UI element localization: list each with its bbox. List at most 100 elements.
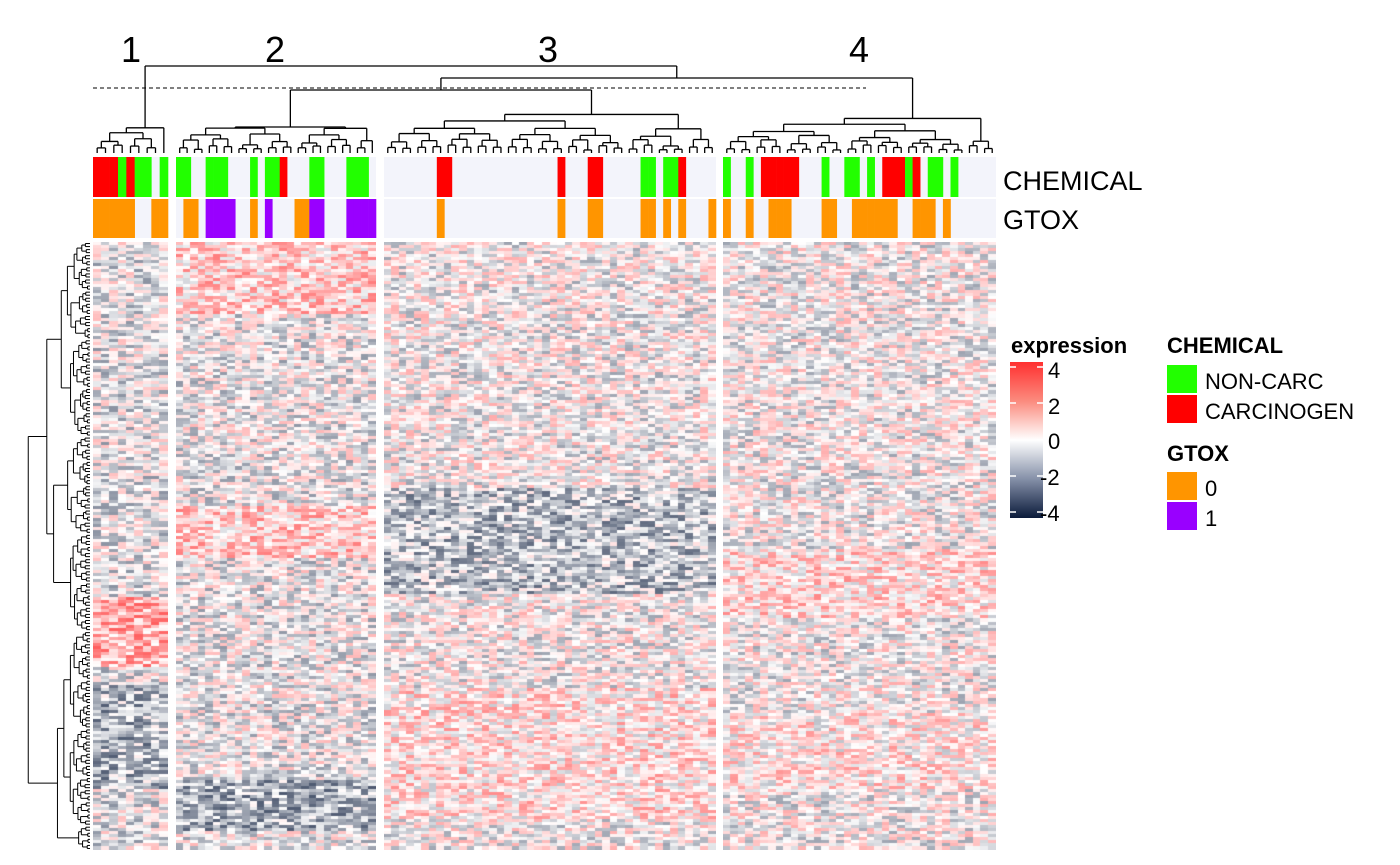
chemical-cell [640,157,649,197]
chemical-cell [220,157,229,197]
chemical-legend-label-carcinogen: CARCINOGEN [1205,399,1354,424]
gtox-cell [205,199,214,238]
expression-legend: expression 4 2 0 -2 -4 [1010,333,1127,526]
chemical-cell [882,157,891,197]
gtox-cell [678,199,687,238]
gtox-cell [93,199,102,238]
track-label-gtox: GTOX [1003,205,1079,235]
gtox-legend-swatch-1 [1167,502,1197,530]
chemical-cell [436,157,445,197]
gtox-cell [250,199,258,238]
gtox-cell [101,199,110,238]
gtox-cell [557,199,566,238]
chemical-cell [143,157,152,197]
chemical-cell [821,157,830,197]
chemical-cell [118,157,127,197]
chemical-cell [109,157,119,197]
chemical-cell [176,157,184,197]
gtox-cell [118,199,127,238]
chemical-cell [867,157,875,197]
gtox-cell [190,199,199,238]
gtox-cell [640,199,649,238]
gtox-cell [851,199,860,238]
gtox-cell [301,199,310,238]
cluster-label-1: 1 [121,29,141,70]
gtox-cell [723,199,731,238]
expression-tick-0: 0 [1048,429,1060,454]
chemical-cell [648,157,656,197]
annotation-tracks [93,157,996,238]
gtox-cell [587,199,596,238]
gtox-cell [109,199,119,238]
heatmap-cluster-4 [723,242,996,850]
heatmap-cluster-3 [384,242,716,850]
chemical-cell [264,157,273,197]
gtox-cell [874,199,883,238]
gtox-legend-label-0: 0 [1205,476,1217,501]
gtox-legend-swatch-0 [1167,472,1197,500]
chemical-cell [905,157,913,197]
expression-tick-2: 2 [1048,394,1060,419]
cluster-label-3: 3 [538,29,558,70]
gtox-cell [264,199,273,238]
chemical-cell [250,157,258,197]
chemical-cell [670,157,679,197]
gtox-cell [361,199,369,238]
gtox-cell [663,199,672,238]
gtox-legend: GTOX 0 1 [1167,441,1229,531]
chemical-legend-title: CHEMICAL [1167,333,1283,358]
chemical-cell [93,157,102,197]
chemical-cell [279,157,288,197]
track-labels: CHEMICAL GTOX [1003,166,1143,235]
gtox-cell [151,199,160,238]
chemical-legend-swatch-noncarc [1167,365,1197,393]
gtox-cell [942,199,951,238]
chemical-cell [587,157,596,197]
heatmap-cluster-2 [176,242,376,850]
gtox-cell [783,199,792,238]
chemical-cell [783,157,792,197]
gtox-cell [776,199,784,238]
gtox-cell [183,199,192,238]
chemical-cell [213,157,221,197]
gtox-cell [821,199,830,238]
chemical-legend-swatch-carcinogen [1167,395,1197,423]
gtox-legend-title: GTOX [1167,441,1229,466]
chemical-cell [760,157,769,197]
chemical-cell [159,157,169,197]
gtox-cell [595,199,604,238]
gtox-cell [294,199,303,238]
chemical-cell [723,157,731,197]
gtox-cell [353,199,362,238]
chemical-cell [346,157,355,197]
chemical-cell [768,157,777,197]
chemical-cell [183,157,192,197]
chemical-cell [935,157,944,197]
chemical-cell [927,157,936,197]
expression-legend-title: expression [1011,333,1127,358]
gtox-cell [889,199,898,238]
cluster-label-4: 4 [849,29,869,70]
chemical-cell [897,157,906,197]
cluster-labels: 1 2 3 4 [121,29,869,70]
chemical-legend: CHEMICAL NON-CARC CARCINOGEN [1167,333,1354,424]
chemical-cell [889,157,898,197]
gtox-legend-label-1: 1 [1205,506,1217,531]
expression-ticks [1010,366,1043,513]
gtox-cell [882,199,891,238]
expression-tick-neg4: -4 [1040,501,1060,526]
chemical-cell [272,157,281,197]
gtox-cell [213,199,221,238]
gtox-cell [436,199,445,238]
gtox-cell [859,199,868,238]
gtox-cell [708,199,717,238]
gtox-cell [912,199,921,238]
gtox-cell [745,199,754,238]
gtox-cell [316,199,325,238]
chemical-cell [316,157,325,197]
gtox-cell [227,199,236,238]
chemical-cell [361,157,369,197]
chemical-cell [126,157,135,197]
heatmap-cluster-1 [93,242,168,850]
